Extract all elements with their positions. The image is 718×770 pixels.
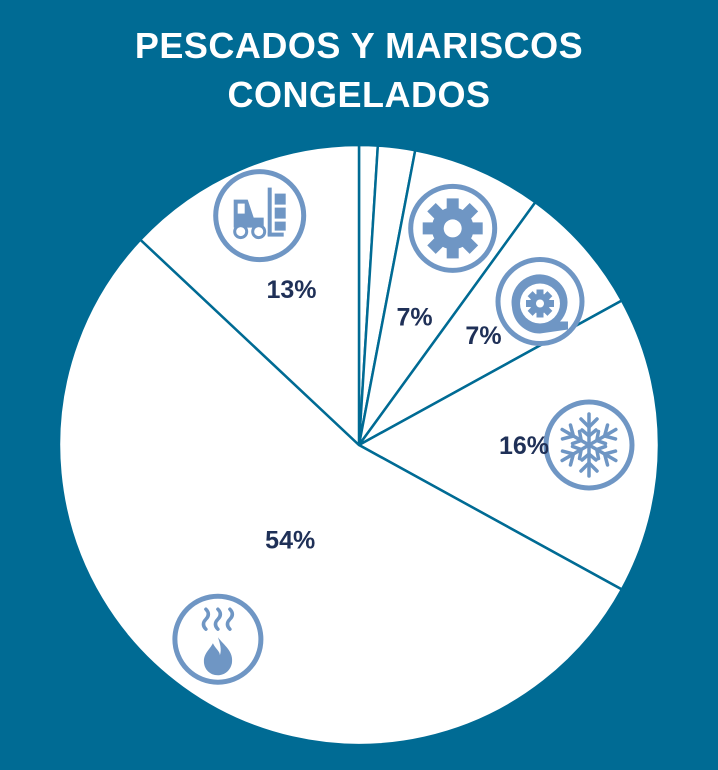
slice-label-4: 7% — [465, 322, 501, 350]
pie-slice-5 — [357, 299, 661, 591]
slice-label-3: 7% — [397, 304, 433, 332]
chart-title-line-2: CONGELADOS — [227, 74, 490, 115]
gear-icon — [408, 183, 498, 273]
slice-label-5: 16% — [499, 432, 549, 460]
pie-icons — [172, 169, 635, 685]
snowflake-icon — [543, 399, 635, 491]
forklift-icon — [213, 169, 307, 263]
motor-gear-icon — [495, 257, 585, 346]
slice-label-6: 54% — [265, 527, 315, 555]
flame-heat-icon — [172, 593, 264, 685]
slice-label-7: 13% — [266, 276, 316, 304]
pie-labels: 7% 7% 16% 54% 13% — [265, 276, 549, 555]
chart-title-line-1: PESCADOS Y MARISCOS — [135, 25, 583, 66]
